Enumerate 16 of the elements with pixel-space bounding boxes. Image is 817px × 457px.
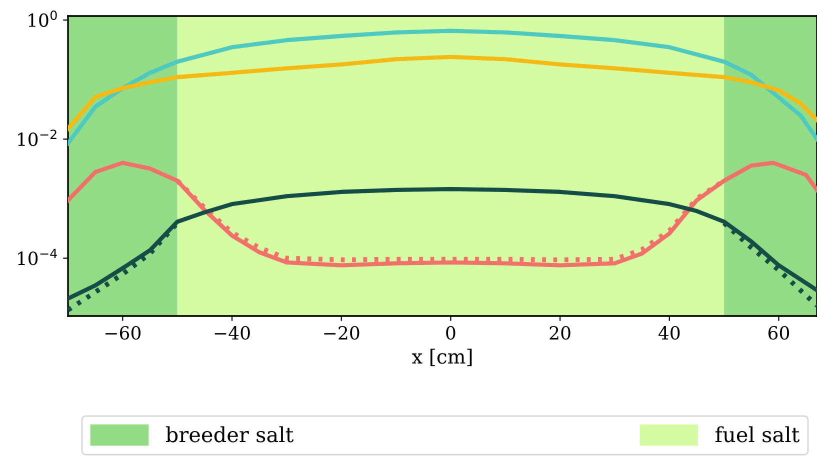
y-tick-label: 10$^{−2}$ [18,130,56,146]
legend-label: fuel salt [716,426,800,442]
legend-label: breeder salt [166,426,294,442]
x-tick-label: 60 [768,326,790,340]
line-series [68,160,817,268]
x-tick-label: −60 [106,326,141,340]
x-axis-title: x [cm] [412,348,472,366]
x-tick-label: −20 [324,326,360,340]
y-tick-label: 10$^{−4}$ [18,248,57,266]
x-tick-label: 0 [446,326,456,340]
line-series [68,54,817,131]
y-tick-label: 10$^{0}$ [28,10,57,28]
x-tick-label: 20 [550,326,570,340]
x-tick-label: 40 [658,326,680,340]
x-tick-label: −40 [214,326,250,340]
line-series [68,28,817,146]
